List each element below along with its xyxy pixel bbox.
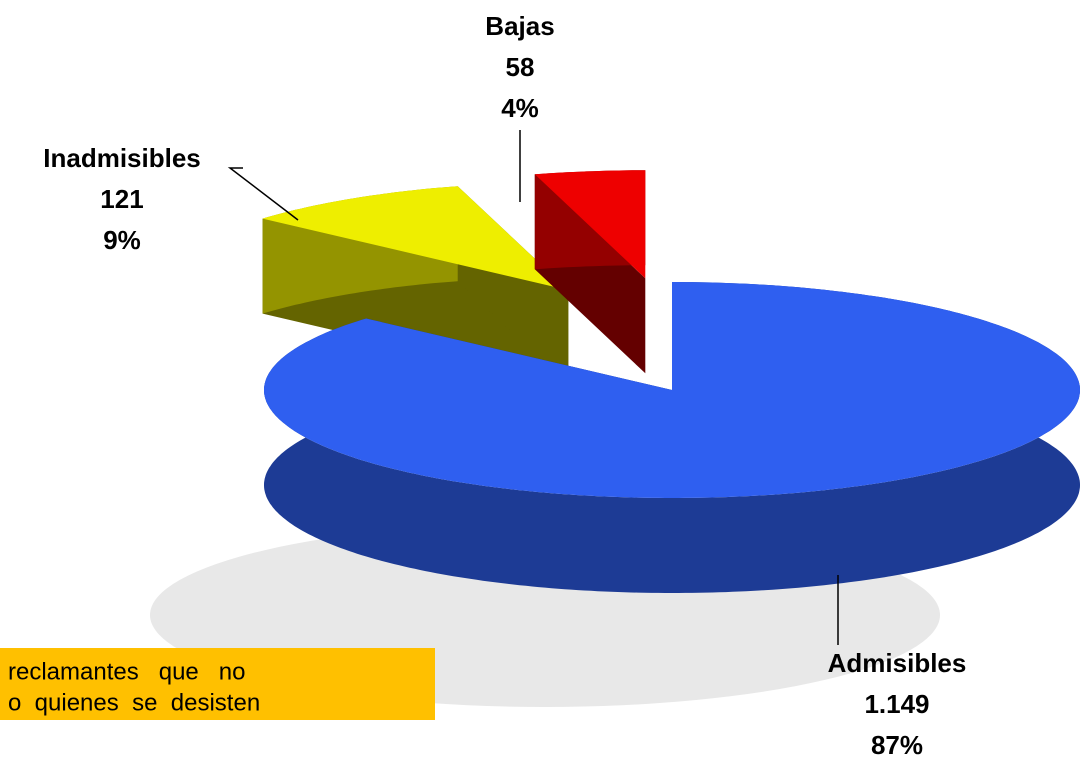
percentage-label: 9%	[103, 225, 141, 255]
note-line: reclamantes que no	[8, 658, 245, 685]
slice-top	[534, 170, 646, 279]
slice	[534, 170, 646, 374]
value-label: 58	[506, 52, 535, 82]
percentage-label: 4%	[501, 93, 539, 123]
pie	[262, 170, 1080, 593]
leader-line	[227, 167, 299, 221]
category-label: Admisibles	[828, 648, 967, 678]
labels: Admisibles 1.149 87% Inadmisibles 121 9% Bajas…	[43, 11, 966, 760]
slice-top	[264, 282, 1080, 498]
category-label: Inadmisibles	[43, 143, 201, 173]
slice-top	[262, 186, 569, 291]
slice	[264, 282, 1080, 593]
slice	[262, 186, 569, 386]
note-line: o quienes se desisten	[8, 689, 260, 716]
value-label: 1.149	[864, 689, 929, 719]
percentage-label: 87%	[871, 730, 923, 760]
category-label: Bajas	[485, 11, 554, 41]
note-box	[0, 648, 435, 720]
value-label: 121	[100, 184, 143, 214]
